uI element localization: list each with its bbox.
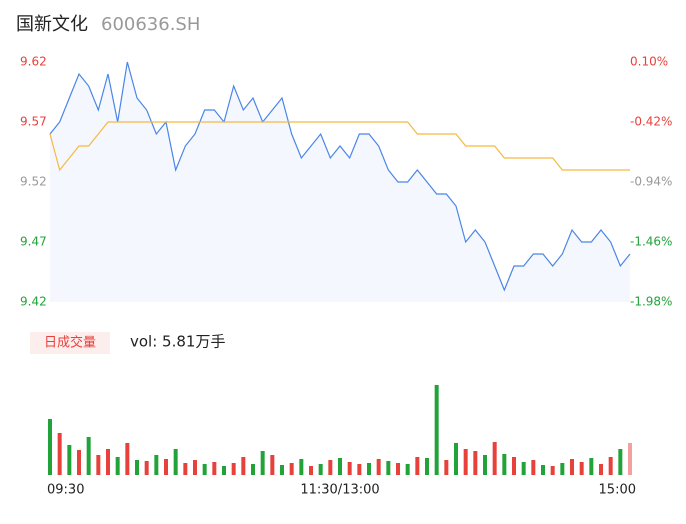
price-line	[49, 61, 631, 292]
volume-bar	[318, 464, 323, 475]
volume-bar	[338, 458, 342, 475]
volume-bar	[222, 466, 226, 475]
x-tick-label: 11:30/13:00	[300, 483, 379, 498]
volume-bar	[628, 443, 632, 475]
volume-bar	[512, 457, 516, 475]
volume-bar	[193, 460, 197, 475]
y2-tick-label: 0.10%	[630, 55, 668, 69]
volume-bar	[77, 450, 81, 475]
volume-bar	[280, 465, 284, 475]
volume-bar	[492, 442, 497, 475]
y2-tick-label: -0.94%	[630, 175, 672, 189]
volume-bar	[96, 455, 101, 475]
volume-bar	[415, 457, 420, 475]
volume-bar	[154, 455, 159, 475]
volume-bar	[570, 459, 574, 475]
volume-bar	[531, 460, 536, 475]
volume-bar	[299, 459, 304, 475]
volume-bar	[260, 451, 265, 475]
volume-bar	[86, 437, 91, 475]
y-tick-label: 9.52	[20, 175, 47, 189]
volume-bar	[541, 465, 545, 475]
volume-bar	[125, 443, 130, 475]
volume-bar	[202, 464, 207, 475]
volume-bar	[231, 463, 236, 475]
volume-legend: 日成交量	[44, 335, 96, 351]
volume-bar	[241, 457, 246, 475]
volume-bar	[357, 464, 362, 475]
volume-bar	[599, 464, 603, 475]
volume-bar	[386, 461, 391, 475]
volume-bar	[434, 385, 439, 475]
volume-bar	[347, 462, 352, 475]
volume-bar	[579, 462, 584, 475]
x-tick-label: 15:00	[599, 483, 636, 498]
volume-bar	[405, 464, 410, 475]
volume-bar	[473, 451, 478, 475]
volume-bar	[521, 462, 526, 475]
y2-tick-label: -0.42%	[630, 115, 672, 129]
volume-bar	[396, 463, 400, 475]
volume-bar	[135, 460, 139, 475]
volume-bar	[560, 463, 565, 475]
stock-code: 600636.SH	[101, 14, 200, 35]
volume-bar	[550, 466, 555, 475]
volume-bar	[463, 449, 468, 475]
volume-bar	[425, 458, 429, 475]
chart-title: 国新文化	[16, 14, 88, 35]
y-tick-label: 9.47	[20, 235, 47, 249]
y-tick-label: 9.57	[20, 115, 47, 129]
y-tick-label: 9.62	[20, 55, 47, 69]
volume-bar	[67, 445, 72, 475]
volume-bar	[367, 463, 371, 475]
x-tick-label: 09:30	[47, 483, 84, 498]
volume-legend-box	[30, 332, 110, 354]
average-line	[49, 121, 630, 172]
volume-bar	[173, 449, 178, 475]
volume-bar	[115, 457, 120, 475]
volume-bar	[328, 460, 333, 475]
volume-bar	[57, 433, 62, 475]
y-tick-label: 9.42	[20, 295, 47, 309]
volume-bar	[608, 457, 613, 475]
volume-bar	[589, 458, 594, 475]
volume-bar	[251, 464, 255, 475]
volume-bar	[106, 449, 110, 475]
volume-bar	[144, 461, 149, 475]
volume-bar	[212, 462, 217, 475]
volume-bar	[454, 443, 458, 475]
volume-bar	[444, 460, 449, 475]
volume-bar	[48, 419, 52, 475]
y2-tick-label: -1.46%	[630, 235, 672, 249]
y2-tick-label: -1.98%	[630, 295, 672, 309]
volume-bar	[376, 459, 381, 475]
volume-bar	[618, 449, 623, 475]
volume-bar	[270, 455, 275, 475]
volume-bar	[483, 455, 487, 475]
volume-bar	[183, 463, 188, 475]
volume-bar	[502, 454, 507, 475]
volume-total: vol: 5.81万手	[130, 333, 225, 351]
volume-bar	[309, 466, 313, 475]
volume-bar	[164, 459, 168, 475]
volume-bar	[289, 463, 294, 475]
